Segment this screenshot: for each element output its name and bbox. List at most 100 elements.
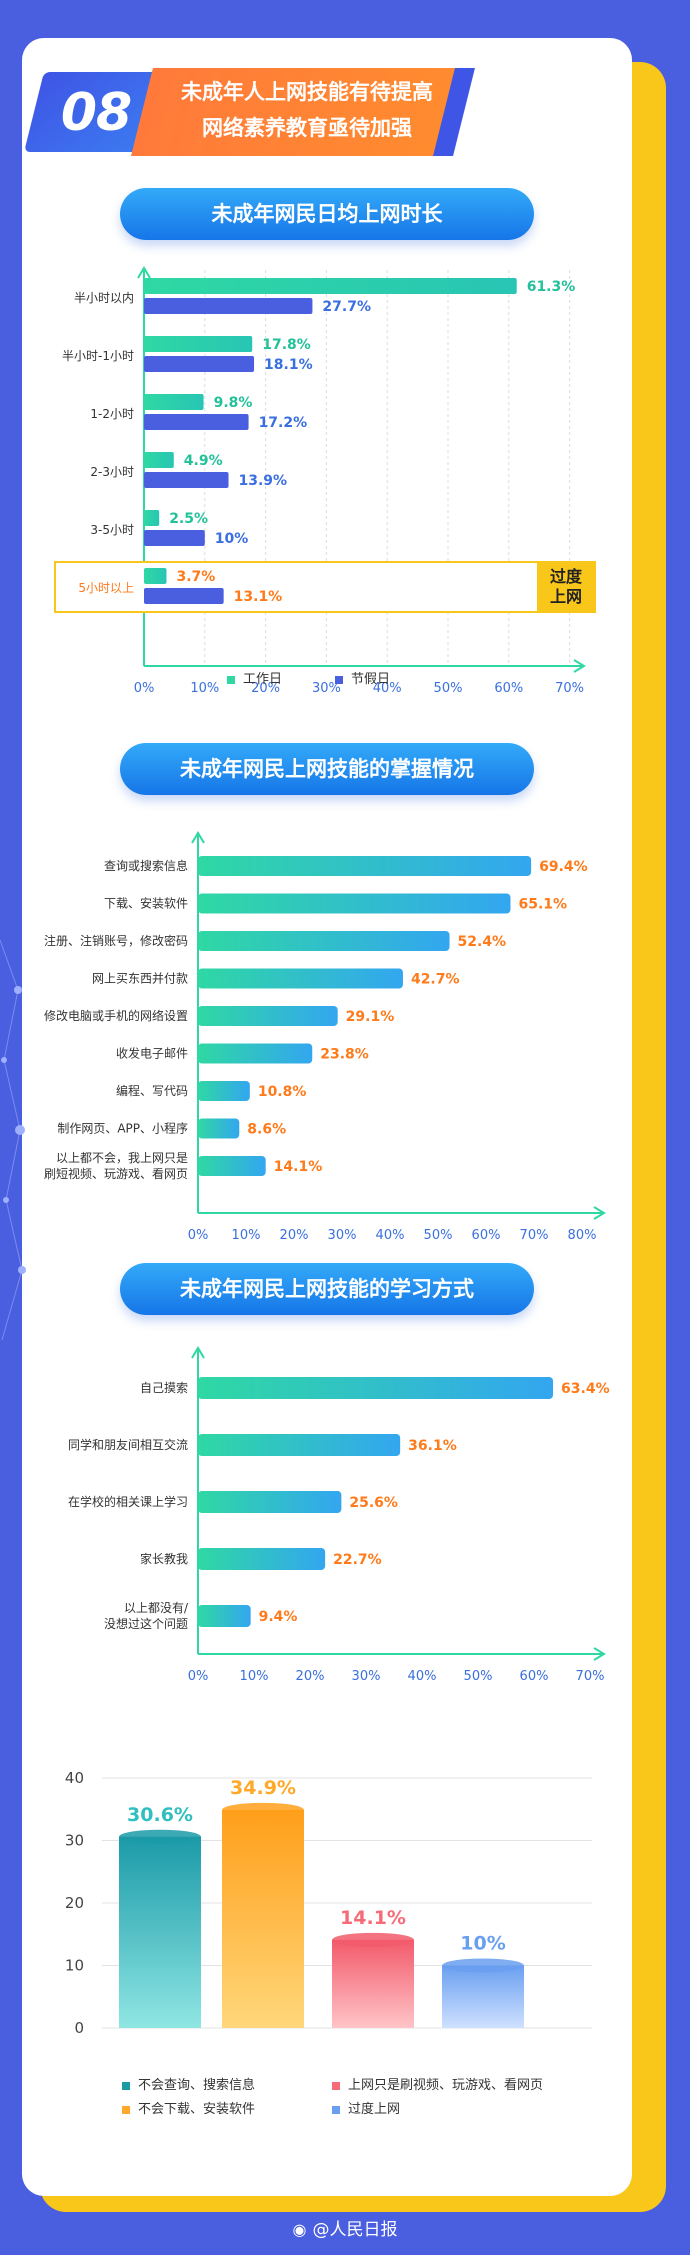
chart3-bar [198,1605,251,1627]
chart1-data-label-holiday: 10% [215,531,249,547]
chart3-bar [198,1434,401,1456]
chart3-category-label: 没想过这个问题 [104,1616,188,1631]
chart1-bar-workday [144,278,517,294]
legend-label-cat1: 不会查询、搜索信息 [138,2078,256,2093]
chart2-bar [198,968,403,989]
chart3-x-tick-label: 10% [240,1669,269,1684]
chart2-category-label: 刷短视频、玩游戏、看网页 [44,1166,188,1181]
legend-label-cat4: 过度上网 [348,2102,401,2117]
chart2-y-axis-arrow [191,831,205,844]
chart1-highlight-tag-line1: 过度 [550,567,583,586]
chart2-x-tick-label: 0% [188,1228,209,1243]
chart1-y-axis-arrow [137,266,151,279]
chart2-data-label: 69.4% [539,859,588,875]
chart1-category-label: 2-3小时 [90,465,134,479]
chart2-data-label: 52.4% [458,934,507,950]
chart2-data-label: 65.1% [518,897,567,913]
chart2-data-label: 23.8% [320,1047,369,1063]
chart4-bar [119,1836,201,2028]
chart4-y-tick-label: 10 [65,1957,84,1975]
chart3-data-label: 22.7% [333,1552,382,1568]
legend-item-workday: 工作日 [227,668,282,687]
chart1-bar-holiday [144,472,229,488]
chart1-data-label-holiday: 13.1% [234,589,283,605]
legend-label-cat2: 不会下载、安装软件 [138,2102,256,2117]
chart2-bar [198,1081,250,1101]
chart1-x-tick-label: 20% [251,681,280,696]
chart2-x-tick-label: 50% [424,1228,453,1243]
chart1-x-tick-label: 70% [555,681,584,696]
chart1-x-tick-label: 0% [134,681,155,696]
chart3-category-label: 以上都没有/ [124,1600,189,1615]
chart2-bar [198,931,450,951]
legend-swatch-cat2 [122,2105,130,2114]
chart4-data-label: 30.6% [127,1804,193,1826]
chart2-data-label: 14.1% [274,1159,323,1175]
chart1-data-label-holiday: 17.2% [259,415,308,431]
footer-credit: ◉ @人民日报 [0,2212,690,2248]
chart3-bar [198,1377,554,1399]
chart2-category-label: 收发电子邮件 [116,1046,188,1061]
legend-label-holiday: 节假日 [351,672,391,687]
legend-swatch-holiday [335,675,343,684]
legend-swatch-workday [227,675,235,684]
chart2-data-label: 10.8% [258,1084,307,1100]
chart4-bar [222,1809,304,2028]
chart1-x-tick-label: 60% [494,681,523,696]
chart4-bar-top [442,1958,524,1973]
chart3-bar [198,1548,326,1570]
legend-label-cat3: 上网只是刷视频、玩游戏、看网页 [348,2078,544,2093]
chart1-title: 未成年网民日均上网时长 [120,188,534,240]
chart1-bar-workday [144,336,253,352]
chart2-x-axis-arrow [593,1206,606,1220]
chart1-legend: 工作日 节假日 [227,668,527,688]
chart4-y-tick-label: 30 [65,1832,84,1850]
chart3-x-tick-label: 60% [520,1669,549,1684]
chart1-bar-workday [144,568,167,584]
chart1-data-label-workday: 61.3% [527,279,576,295]
chart1-online-duration: 0% 10% 20% 30% 40% 50% 60% 70% 半小时以内 61.3% 27.7% 半小… [54,266,596,696]
chart4-bar [332,1939,414,2028]
chart1-x-axis-arrow [573,659,586,673]
chart4-data-label: 14.1% [340,1907,406,1929]
chart1-data-label-holiday: 13.9% [239,473,288,489]
chart2-bar [198,856,532,876]
section-header: 08 未成年人上网技能有待提高 网络素养教育亟待加强 [22,38,632,158]
chart2-x-tick-label: 10% [232,1228,261,1243]
chart3-learning-method: 0% 10% 20% 30% 40% 50% 60% 70% 自己摸索 63.4% 同学和朋友间相互… [68,1346,610,1684]
chart1-data-label-workday: 2.5% [169,511,208,527]
chart4-y-tick-label: 40 [65,1769,84,1787]
chart3-category-label: 在学校的相关课上学习 [68,1494,188,1509]
chart2-bar [198,893,511,914]
chart1-bar-holiday [144,356,255,372]
legend-item-cat3: 上网只是刷视频、玩游戏、看网页 [332,2074,543,2093]
chart1-data-label-holiday: 18.1% [264,357,313,373]
chart2-data-label: 8.6% [247,1122,286,1138]
chart1-bar-holiday [144,414,249,430]
chart2-category-label: 下载、安装软件 [104,896,188,911]
chart4-data-label: 34.9% [230,1777,296,1799]
chart2-x-tick-label: 80% [568,1228,597,1243]
chart3-data-label: 63.4% [561,1381,610,1397]
chart3-data-label: 9.4% [259,1609,298,1625]
chart2-bar [198,1006,338,1026]
chart4-data-label: 10% [460,1933,505,1955]
chart2-category-label: 修改电脑或手机的网络设置 [44,1008,188,1023]
chart2-skill-mastery: 0% 10% 20% 30% 40% 50% 60% 70% 80% 查询或搜索信息 69.4% 下载… [44,831,606,1243]
legend-item-cat4: 过度上网 [332,2098,400,2117]
chart1-category-label: 半小时-1小时 [62,349,134,363]
chart1-bar-holiday [144,298,313,314]
chart1-bar-workday [144,510,160,526]
chart3-y-axis-arrow [191,1346,205,1359]
chart4-bar [442,1965,524,2028]
chart2-x-tick-label: 60% [472,1228,501,1243]
chart2-bar [198,1156,266,1176]
chart1-x-tick-label: 40% [373,681,402,696]
chart1-highlight-tag-line2: 上网 [550,587,582,606]
section-title-line1: 未成年人上网技能有待提高 [181,80,433,104]
legend-item-cat2: 不会下载、安装软件 [122,2098,255,2117]
chart4-bar-top [119,1829,201,1844]
chart2-data-label: 29.1% [346,1009,395,1025]
chart2-title: 未成年网民上网技能的掌握情况 [120,743,534,795]
chart1-data-label-workday: 17.8% [262,337,311,353]
